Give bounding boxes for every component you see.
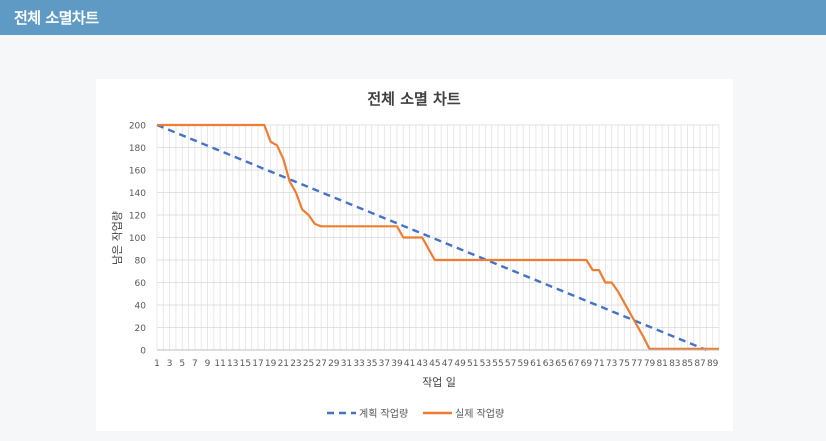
x-tick-label: 19 <box>265 359 277 369</box>
x-tick-label: 75 <box>619 359 630 369</box>
x-tick-label: 3 <box>167 359 173 369</box>
x-tick-label: 65 <box>555 359 566 369</box>
x-tick-label: 49 <box>454 359 466 369</box>
x-tick-label: 73 <box>606 359 617 369</box>
y-tick-label: 120 <box>129 212 146 222</box>
x-tick-label: 81 <box>656 359 667 369</box>
y-tick-label: 0 <box>140 347 146 357</box>
x-tick-label: 11 <box>214 359 225 369</box>
x-tick-label: 27 <box>315 359 326 369</box>
chart-legend: 계획 작업량 실제 작업량 <box>327 407 504 420</box>
x-tick-label: 5 <box>179 359 185 369</box>
x-tick-label: 41 <box>404 359 415 369</box>
x-tick-label: 37 <box>379 359 390 369</box>
x-tick-label: 63 <box>543 359 554 369</box>
y-tick-label: 160 <box>129 167 146 177</box>
x-tick-label: 15 <box>240 359 251 369</box>
chart-title: 전체 소멸 차트 <box>367 90 460 108</box>
x-tick-label: 67 <box>568 359 579 369</box>
y-tick-label: 140 <box>129 189 146 199</box>
page-header: 전체 소멸차트 <box>0 0 826 35</box>
y-tick-label: 20 <box>135 324 147 334</box>
y-tick-label: 60 <box>135 279 147 289</box>
x-tick-label: 35 <box>366 359 377 369</box>
x-tick-label: 39 <box>391 359 403 369</box>
y-axis-label: 남은 작업량 <box>111 211 124 265</box>
x-tick-label: 89 <box>707 359 719 369</box>
y-tick-label: 200 <box>129 122 146 132</box>
x-tick-label: 47 <box>442 359 453 369</box>
planned-work-line <box>156 123 707 352</box>
x-tick-label: 33 <box>353 359 364 369</box>
x-tick-label: 1 <box>154 359 160 369</box>
x-axis-label: 작업 일 <box>422 375 456 389</box>
chart-grid <box>156 124 720 351</box>
x-tick-label: 69 <box>581 359 593 369</box>
actual-work-line <box>157 123 719 350</box>
y-tick-label: 40 <box>135 302 147 312</box>
x-tick-label: 23 <box>290 359 301 369</box>
x-tick-label: 9 <box>205 359 211 369</box>
x-tick-label: 31 <box>341 359 352 369</box>
page-title: 전체 소멸차트 <box>14 9 99 27</box>
x-tick-label: 77 <box>631 359 642 369</box>
x-tick-label: 43 <box>416 359 427 369</box>
x-tick-label: 13 <box>227 359 238 369</box>
burndown-chart-card: 전체 소멸 차트 0 20 40 60 80 100 120 140 160 180 200 1 3 5 7… <box>96 79 733 431</box>
y-tick-label: 180 <box>129 144 146 154</box>
legend-item-actual-label: 실제 작업량 <box>455 407 504 420</box>
x-tick-label: 59 <box>518 359 530 369</box>
x-tick-label: 61 <box>530 359 541 369</box>
x-tick-label: 45 <box>429 359 440 369</box>
x-tick-label: 71 <box>593 359 604 369</box>
legend-item-planned-label: 계획 작업량 <box>359 407 408 420</box>
x-tick-label: 53 <box>480 359 491 369</box>
x-tick-label: 79 <box>644 359 656 369</box>
chart-series <box>156 123 719 352</box>
x-tick-label: 21 <box>278 359 289 369</box>
x-tick-label: 83 <box>669 359 680 369</box>
x-tick-label: 17 <box>252 359 263 369</box>
x-tick-label: 55 <box>492 359 503 369</box>
x-tick-label: 87 <box>694 359 705 369</box>
x-tick-label: 57 <box>505 359 516 369</box>
x-tick-label: 25 <box>303 359 314 369</box>
x-tick-label: 85 <box>682 359 693 369</box>
y-tick-label: 80 <box>135 257 147 267</box>
x-tick-label: 7 <box>192 359 198 369</box>
y-tick-label: 100 <box>129 234 146 244</box>
x-tick-label: 29 <box>328 359 340 369</box>
x-tick-label: 51 <box>467 359 478 369</box>
